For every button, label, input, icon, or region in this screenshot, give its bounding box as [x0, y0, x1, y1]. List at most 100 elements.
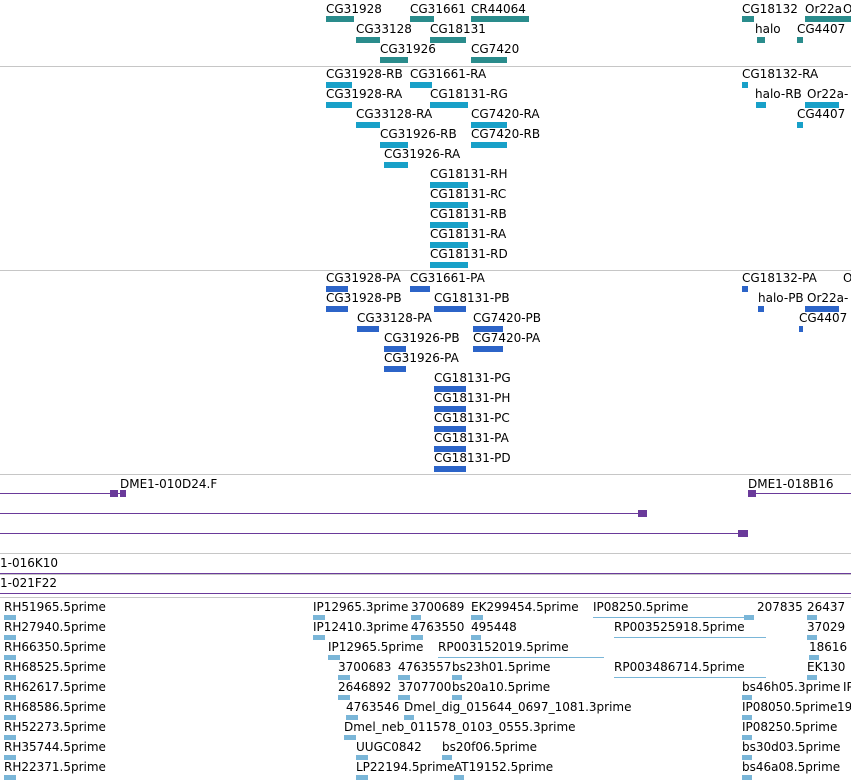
protein-feature[interactable] [434, 466, 466, 472]
est-feature[interactable] [344, 735, 356, 740]
gene-feature[interactable] [410, 16, 434, 22]
transcript-feature[interactable] [326, 102, 352, 108]
transcript-label: CG18131-RA [430, 227, 507, 241]
est-feature[interactable] [442, 755, 452, 760]
est-feature[interactable] [313, 615, 325, 620]
protein-feature[interactable] [326, 286, 348, 292]
gene-feature[interactable] [471, 16, 529, 22]
est-feature[interactable] [4, 775, 16, 780]
protein-feature[interactable] [799, 326, 803, 332]
est-feature[interactable] [404, 715, 414, 720]
est-feature[interactable] [742, 775, 752, 780]
est-feature[interactable] [742, 695, 752, 700]
est-feature[interactable] [614, 637, 766, 638]
gene-feature[interactable] [430, 37, 466, 43]
est-feature[interactable] [454, 775, 464, 780]
clone-feature[interactable] [0, 533, 742, 534]
est-feature[interactable] [452, 695, 462, 700]
gene-feature[interactable] [797, 37, 803, 43]
est-feature[interactable] [742, 715, 752, 720]
est-feature[interactable] [4, 655, 16, 660]
gene-feature[interactable] [757, 37, 765, 43]
est-feature[interactable] [346, 715, 358, 720]
gene-feature[interactable] [742, 16, 754, 22]
transcript-feature[interactable] [797, 122, 803, 128]
est-feature[interactable] [807, 635, 817, 640]
est-feature[interactable] [4, 735, 16, 740]
est-feature[interactable] [593, 617, 753, 618]
est-feature[interactable] [807, 675, 817, 680]
gene-feature[interactable] [805, 16, 851, 22]
est-feature[interactable] [452, 675, 462, 680]
est-feature[interactable] [4, 635, 16, 640]
est-feature[interactable] [313, 635, 325, 640]
est-feature[interactable] [338, 695, 350, 700]
transcript-feature[interactable] [471, 142, 507, 148]
transcript-feature[interactable] [356, 122, 380, 128]
protein-feature[interactable] [434, 446, 466, 452]
est-feature[interactable] [742, 735, 752, 740]
protein-feature[interactable] [384, 346, 406, 352]
transcript-feature[interactable] [430, 102, 468, 108]
protein-feature[interactable] [434, 306, 466, 312]
transcript-feature[interactable] [430, 202, 468, 208]
transcript-feature[interactable] [471, 122, 507, 128]
transcript-feature[interactable] [742, 82, 748, 88]
transcript-feature[interactable] [430, 242, 468, 248]
est-feature[interactable] [744, 615, 754, 620]
protein-feature[interactable] [326, 306, 348, 312]
est-feature[interactable] [328, 655, 340, 660]
protein-feature[interactable] [434, 406, 466, 412]
protein-feature[interactable] [805, 306, 839, 312]
transcript-feature[interactable] [756, 102, 766, 108]
est-feature[interactable] [411, 615, 421, 620]
est-label: RH52273.5prime [4, 720, 106, 734]
est-label: bs46a08.5prime [742, 760, 841, 774]
transcript-feature[interactable] [805, 102, 839, 108]
est-feature[interactable] [614, 677, 766, 678]
transcript-feature[interactable] [410, 82, 432, 88]
est-feature[interactable] [356, 755, 368, 760]
protein-feature[interactable] [473, 346, 503, 352]
protein-feature[interactable] [473, 326, 503, 332]
est-feature[interactable] [438, 657, 604, 658]
est-feature[interactable] [4, 755, 16, 760]
clone-feature[interactable] [0, 513, 640, 514]
est-feature[interactable] [411, 635, 423, 640]
est-feature[interactable] [338, 675, 350, 680]
est-feature[interactable] [471, 615, 483, 620]
est-feature[interactable] [4, 615, 16, 620]
gene-feature[interactable] [326, 16, 354, 22]
protein-feature[interactable] [434, 426, 466, 432]
protein-feature[interactable] [410, 286, 430, 292]
transcript-feature[interactable] [326, 82, 352, 88]
clone-feature[interactable] [0, 573, 851, 574]
est-feature[interactable] [398, 695, 410, 700]
est-feature[interactable] [398, 675, 410, 680]
clone-feature[interactable] [748, 493, 851, 494]
est-feature[interactable] [4, 675, 16, 680]
est-feature[interactable] [4, 715, 16, 720]
gene-feature[interactable] [471, 57, 507, 63]
transcript-feature[interactable] [430, 182, 468, 188]
clone-label: DME1-018B16 [748, 477, 834, 491]
transcript-feature[interactable] [384, 162, 408, 168]
protein-feature[interactable] [357, 326, 379, 332]
est-feature[interactable] [471, 635, 481, 640]
protein-feature[interactable] [758, 306, 764, 312]
clone-feature[interactable] [0, 593, 851, 594]
est-feature[interactable] [742, 755, 752, 760]
transcript-feature[interactable] [380, 142, 408, 148]
est-feature[interactable] [356, 775, 368, 780]
transcript-feature[interactable] [430, 262, 468, 268]
est-feature[interactable] [809, 655, 819, 660]
protein-feature[interactable] [384, 366, 406, 372]
gene-feature[interactable] [380, 57, 408, 63]
protein-feature[interactable] [742, 286, 748, 292]
clone-feature[interactable] [0, 493, 126, 494]
gene-feature[interactable] [356, 37, 380, 43]
est-feature[interactable] [807, 615, 817, 620]
transcript-feature[interactable] [430, 222, 468, 228]
est-feature[interactable] [4, 695, 16, 700]
protein-feature[interactable] [434, 386, 466, 392]
